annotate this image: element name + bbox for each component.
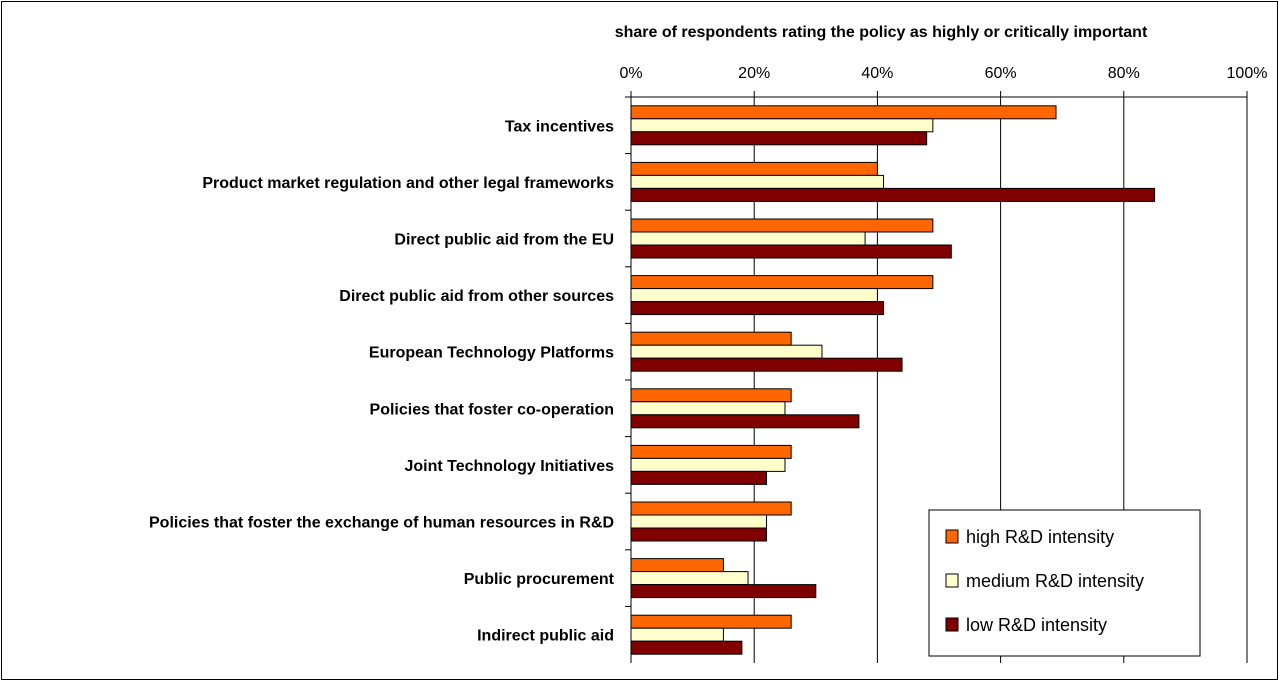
x-tick-label: 0%: [619, 65, 642, 82]
bar: [630, 388, 792, 403]
bar: [630, 187, 1156, 202]
category-label: Indirect public aid: [477, 628, 614, 645]
bar: [630, 501, 792, 516]
x-tick-label: 20%: [738, 65, 770, 82]
bar: [630, 301, 885, 316]
bar: [630, 105, 1057, 120]
category-label: Product market regulation and other lega…: [202, 175, 614, 192]
legend-label: low R&D intensity: [966, 615, 1107, 635]
bar: [630, 414, 860, 429]
legend-swatch: [945, 573, 959, 588]
legend-label: medium R&D intensity: [966, 571, 1144, 591]
x-tick-label: 40%: [861, 65, 893, 82]
x-tick-label: 60%: [985, 65, 1017, 82]
bar: [630, 470, 768, 485]
category-label: Public procurement: [464, 571, 615, 588]
bar: [630, 331, 792, 346]
bar: [630, 614, 792, 629]
bar: [630, 344, 823, 359]
bar: [630, 218, 934, 233]
chart-title: share of respondents rating the policy a…: [615, 24, 1148, 41]
bar: [630, 584, 817, 599]
category-label: Policies that foster the exchange of hum…: [149, 515, 614, 532]
category-label: European Technology Platforms: [369, 345, 614, 362]
bars: [630, 105, 1156, 655]
bar: [630, 640, 743, 655]
category-label: Joint Technology Initiatives: [404, 458, 614, 475]
bar: [630, 627, 724, 642]
bar: [630, 244, 952, 259]
bar: [630, 231, 866, 246]
bar: [630, 288, 878, 303]
legend-box: [928, 509, 1201, 657]
category-label: Policies that foster co-operation: [370, 401, 614, 418]
x-tick-label: 80%: [1108, 65, 1140, 82]
bar: [630, 514, 768, 529]
bar: [630, 527, 768, 542]
legend-swatch: [945, 529, 959, 544]
x-tick-label: 100%: [1227, 65, 1268, 82]
legend: high R&D intensity medium R&D intensity lo…: [928, 509, 1201, 657]
bar: [630, 571, 749, 586]
bar: [630, 275, 934, 290]
bar: [630, 131, 928, 146]
bar: [630, 161, 878, 176]
bar: [630, 357, 903, 372]
bar: [630, 457, 786, 472]
category-labels: Tax incentives Product market regulation …: [149, 96, 631, 645]
category-label: Tax incentives: [505, 118, 614, 135]
legend-label: high R&D intensity: [966, 527, 1114, 547]
category-label: Direct public aid from the EU: [394, 232, 614, 249]
bar: [630, 118, 934, 133]
legend-swatch: [945, 617, 959, 632]
bar: [630, 444, 792, 459]
bar: [630, 558, 724, 573]
bar: [630, 174, 885, 189]
category-label: Direct public aid from other sources: [339, 288, 614, 305]
bar: [630, 401, 786, 416]
